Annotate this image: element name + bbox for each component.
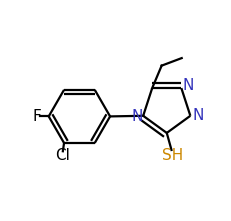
Text: N: N bbox=[182, 78, 193, 93]
Text: Cl: Cl bbox=[55, 149, 70, 164]
Text: N: N bbox=[191, 108, 203, 123]
Text: SH: SH bbox=[161, 148, 182, 163]
Text: N: N bbox=[131, 109, 142, 124]
Text: F: F bbox=[33, 109, 42, 124]
